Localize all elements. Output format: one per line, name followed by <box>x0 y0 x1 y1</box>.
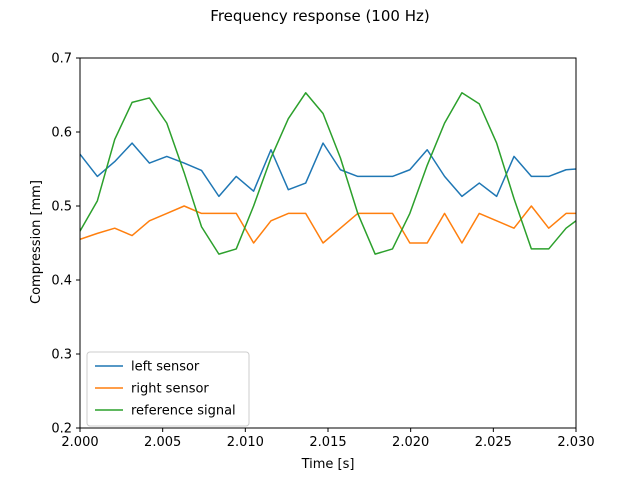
x-tick-label: 2.020 <box>392 435 429 450</box>
legend-label: left sensor <box>131 360 200 375</box>
y-axis-label: Compression [mm] <box>29 180 44 304</box>
x-tick-label: 2.010 <box>227 435 264 450</box>
x-tick-label: 2.025 <box>475 435 512 450</box>
x-tick-label: 2.030 <box>557 435 594 450</box>
y-tick-label: 0.3 <box>51 348 72 363</box>
legend-label: right sensor <box>131 382 209 397</box>
legend-label: reference signal <box>131 404 236 419</box>
y-tick-label: 0.6 <box>51 126 72 141</box>
plot-lines <box>80 92 576 255</box>
y-tick-label: 0.5 <box>51 200 72 215</box>
x-axis: 2.000 2.005 2.010 2.015 2.020 2.025 2.030 <box>61 428 595 450</box>
legend: left sensor right sensor reference signal <box>86 351 250 427</box>
y-tick-label: 0.7 <box>51 52 72 67</box>
x-tick-label: 2.015 <box>309 435 346 450</box>
legend-box <box>86 351 250 427</box>
x-tick-label: 2.000 <box>61 435 98 450</box>
y-tick-label: 0.2 <box>51 422 72 437</box>
chart-title: Frequency response (100 Hz) <box>210 7 429 25</box>
x-axis-label: Time [s] <box>301 457 355 472</box>
series-line-2 <box>80 205 576 244</box>
series-line-1 <box>80 142 576 198</box>
series-line-3 <box>80 92 576 255</box>
y-axis: 0.2 0.3 0.4 0.5 0.6 0.7 <box>51 52 80 437</box>
x-tick-label: 2.005 <box>144 435 181 450</box>
y-tick-label: 0.4 <box>51 274 72 289</box>
